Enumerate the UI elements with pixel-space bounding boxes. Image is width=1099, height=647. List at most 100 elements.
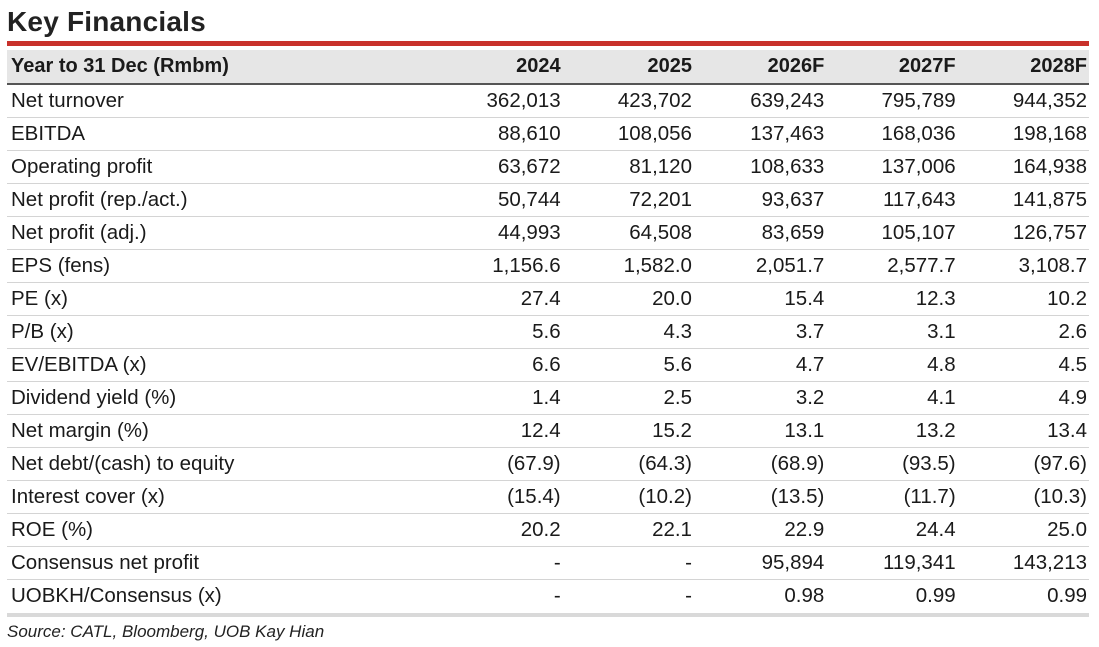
table-cell: - xyxy=(553,584,561,607)
table-cell: 1.4 xyxy=(431,381,563,415)
key-financials-panel: Key Financials Year to 31 Dec (Rmbm) 202… xyxy=(7,0,1089,642)
row-label: Net margin (%) xyxy=(7,414,432,448)
table-cell: 944,352 xyxy=(957,84,1089,118)
source-note: Source: CATL, Bloomberg, UOB Kay Hian xyxy=(7,622,325,641)
table-cell: 168,036 xyxy=(826,117,958,151)
table-cell: 0.99 xyxy=(1047,584,1087,607)
table-cell: 63,672 xyxy=(431,150,563,184)
table-cell: 423,702 xyxy=(562,84,694,118)
table-cell: 20.0 xyxy=(562,282,694,316)
table-cell: 24.4 xyxy=(826,513,958,547)
table-row: ROE (%) 20.2 22.1 22.9 24.4 25.0 xyxy=(7,513,1089,547)
table-cell: 164,938 xyxy=(957,150,1089,184)
table-cell: 20.2 xyxy=(431,513,563,547)
table-bottom-rule xyxy=(7,613,1089,617)
table-cell: 4.8 xyxy=(826,348,958,382)
table-cell: (64.3) xyxy=(562,447,694,481)
row-label: Operating profit xyxy=(7,150,432,184)
table-cell: 6.6 xyxy=(431,348,563,382)
table-cell: 0.99 xyxy=(915,584,956,607)
table-row: Consensus net profit - -95,894 119,341 143,2… xyxy=(7,546,1089,580)
table-cell: 88,610 xyxy=(431,117,563,151)
table-row: EV/EBITDA (x) 6.6 5.6 4.7 4.8 4.5 xyxy=(7,348,1089,382)
row-label: Net profit (rep./act.) xyxy=(7,183,432,217)
row-label: Net turnover xyxy=(7,84,432,118)
row-label: P/B (x) xyxy=(7,315,432,349)
row-label: EV/EBITDA (x) xyxy=(7,348,432,382)
column-header-2028f: 2028F xyxy=(957,50,1089,85)
table-cell: (11.7) xyxy=(826,480,958,514)
table-row: Dividend yield (%) 1.4 2.5 3.2 4.1 4.9 xyxy=(7,381,1089,415)
row-label: EBITDA xyxy=(7,117,432,151)
table-cell: 15.2 xyxy=(562,414,694,448)
table-cell: 108,056 xyxy=(562,117,694,151)
row-label: Net debt/(cash) to equity xyxy=(7,447,432,481)
row-label: PE (x) xyxy=(7,282,432,316)
table-row: Net turnover 362,013 423,702 639,243 795,789… xyxy=(7,84,1089,118)
table-cell: 25.0 xyxy=(957,513,1089,547)
row-label: ROE (%) xyxy=(7,513,432,547)
column-header-2026f: 2026F xyxy=(693,50,827,85)
table-cell: 3,108.7 xyxy=(957,249,1089,283)
table-cell: 362,013 xyxy=(431,84,563,118)
table-cell: (13.5) xyxy=(693,480,827,514)
table-cell: 3.7 xyxy=(693,315,827,349)
row-label: Net profit (adj.) xyxy=(7,216,432,250)
table-row: P/B (x) 5.6 4.3 3.7 3.1 2.6 xyxy=(7,315,1089,349)
table-cell: 12.4 xyxy=(431,414,563,448)
table-cell: 27.4 xyxy=(431,282,563,316)
table-cell: 795,789 xyxy=(826,84,958,118)
table-cell: 137,006 xyxy=(826,150,958,184)
column-header-2024: 2024 xyxy=(431,50,563,85)
table-cell: 13.4 xyxy=(957,414,1089,448)
table-cell: 93,637 xyxy=(693,183,827,217)
table-cell: 95,894 xyxy=(693,546,827,580)
table-cell: 15.4 xyxy=(693,282,827,316)
table-cell: 4.3 xyxy=(562,315,694,349)
table-cell: 22.1 xyxy=(562,513,694,547)
table-cell: 10.2 xyxy=(957,282,1089,316)
table-cell: (10.2) xyxy=(562,480,694,514)
column-header-2025: 2025 xyxy=(562,50,694,85)
table-cell: 2,577.7 xyxy=(826,249,958,283)
table-row: UOBKH/Consensus (x) - - 0.98 0.99 0.99 xyxy=(7,580,1089,613)
table-cell: 64,508 xyxy=(562,216,694,250)
row-label: Dividend yield (%) xyxy=(7,381,432,415)
table-cell: 143,213 xyxy=(957,546,1089,580)
table-cell: 72,201 xyxy=(562,183,694,217)
row-label: EPS (fens) xyxy=(7,249,432,283)
table-row: EBITDA 88,610 108,056 137,463 168,036 198,168 xyxy=(7,117,1089,151)
table-row: Net debt/(cash) to equity (67.9) (64.3) (68… xyxy=(7,447,1089,481)
table-cell: 22.9 xyxy=(693,513,827,547)
row-label: Interest cover (x) xyxy=(7,480,432,514)
table-cell: 1,156.6 xyxy=(431,249,563,283)
table-cell: 5.6 xyxy=(562,348,694,382)
table-cell: 4.5 xyxy=(957,348,1089,382)
table-cell: 5.6 xyxy=(431,315,563,349)
table-cell: 137,463 xyxy=(693,117,827,151)
table-cell: 3.1 xyxy=(826,315,958,349)
table-cell: 3.2 xyxy=(693,381,827,415)
table-cell: 117,643 xyxy=(826,183,958,217)
table-cell: 141,875 xyxy=(957,183,1089,217)
table-cell: 1,582.0 xyxy=(562,249,694,283)
table-cell: 44,993 xyxy=(431,216,563,250)
table-cell: (10.3) xyxy=(957,480,1089,514)
table-cell: 81,120 xyxy=(562,150,694,184)
column-header-2027f: 2027F xyxy=(826,50,958,85)
table-cell: 126,757 xyxy=(957,216,1089,250)
table-cell: 2.6 xyxy=(957,315,1089,349)
table-header-row: Year to 31 Dec (Rmbm) 2024 2025 2026F 20… xyxy=(7,50,1089,85)
table-row: PE (x) 27.4 20.0 15.4 12.3 10.2 xyxy=(7,282,1089,316)
table-row: Net profit (adj.) 44,993 64,508 83,659 105,1… xyxy=(7,216,1089,250)
table-cell: 105,107 xyxy=(826,216,958,250)
table-cell: (97.6) xyxy=(957,447,1089,481)
table-cell: 0.98 xyxy=(784,584,825,607)
table-cell: 2.5 xyxy=(562,381,694,415)
row-label: Consensus net profit xyxy=(7,546,432,580)
table-cell: - xyxy=(431,546,563,580)
row-label: UOBKH/Consensus (x) xyxy=(11,584,222,607)
table-cell: (68.9) xyxy=(693,447,827,481)
table-cell: 50,744 xyxy=(431,183,563,217)
table-row: Interest cover (x) (15.4) (10.2) (13.5) (11.… xyxy=(7,480,1089,514)
